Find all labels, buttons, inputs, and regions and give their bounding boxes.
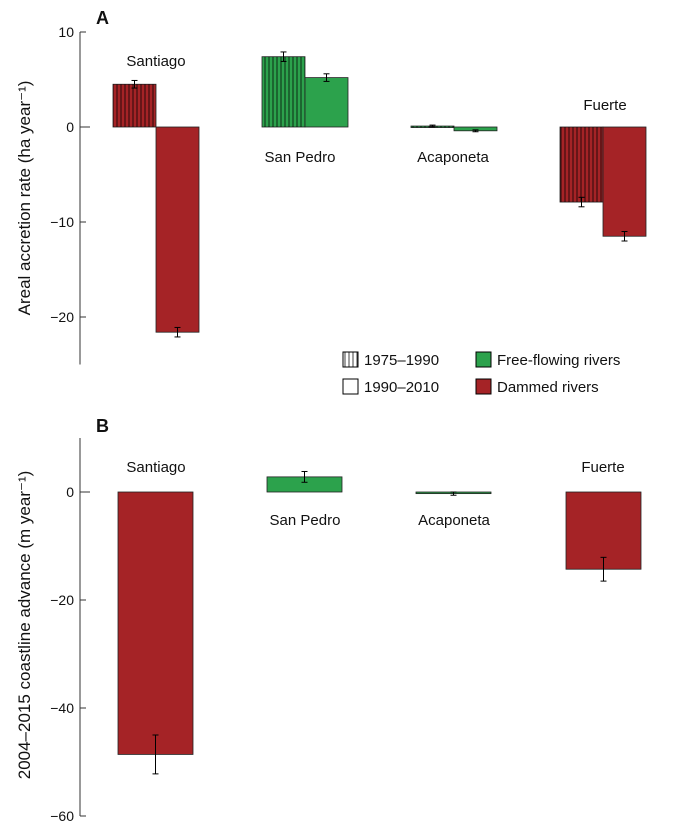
panel-a-category-labels: Santiago San Pedro Acaponeta Fuerte (126, 53, 626, 166)
panel-b-y-axis-label: 2004–2015 coastline advance (m year⁻¹) (15, 471, 34, 780)
panel-a-y-axis: 10 0 −10 −20 (50, 24, 90, 365)
bar-a-3-period-1-hatch (560, 127, 603, 203)
panel-b: B 0 −20 −40 −60 Santiago San Pedro Acaponeta F… (15, 416, 642, 824)
y-tick-label: 0 (66, 119, 74, 135)
legend-swatch-period-2 (342, 378, 359, 395)
category-label-3: Fuerte (583, 97, 626, 114)
legend-swatch-free-flowing (475, 351, 492, 368)
bar-a-1-period-1-hatch (262, 56, 305, 128)
category-label-1: San Pedro (270, 512, 341, 529)
legend-label-period-1: 1975–1990 (364, 352, 439, 369)
legend-label-period-2: 1990–2010 (364, 379, 439, 396)
legend-swatch-dammed (475, 378, 492, 395)
panel-b-y-axis: 0 −20 −40 −60 (50, 438, 90, 824)
y-tick-label: −60 (50, 808, 74, 824)
panel-a: A 10 0 −10 −20 Santiago San Pedro Acaponeta Fu… (15, 8, 647, 396)
category-label-0: Santiago (126, 53, 185, 70)
panel-a-bars (112, 51, 647, 338)
category-label-1: San Pedro (265, 149, 336, 166)
bar-a-0-period-1-hatch (113, 84, 156, 127)
y-tick-label: −20 (50, 592, 74, 608)
category-label-2: Acaponeta (418, 512, 490, 529)
bar-a-3-period-2 (602, 126, 647, 237)
panel-b-category-labels: Santiago San Pedro Acaponeta Fuerte (126, 459, 624, 529)
category-label-0: Santiago (126, 459, 185, 476)
y-tick-label: −20 (50, 309, 74, 325)
y-tick-label: 10 (58, 24, 74, 40)
y-tick-label: −40 (50, 700, 74, 716)
panel-a-label: A (96, 8, 109, 28)
bar-b-0 (117, 491, 194, 755)
legend-label-free-flowing: Free-flowing rivers (497, 352, 620, 369)
legend-swatch-period-1 (342, 351, 359, 368)
y-tick-label: 0 (66, 484, 74, 500)
bar-a-0-period-2 (155, 126, 200, 333)
bar-a-1-period-2 (304, 77, 349, 128)
bar-b-3 (565, 491, 642, 570)
legend: 1975–1990 1990–2010 Free-flowing rivers … (342, 351, 620, 396)
category-label-3: Fuerte (581, 459, 624, 476)
y-tick-label: −10 (50, 214, 74, 230)
panel-b-bars (117, 470, 642, 775)
category-label-2: Acaponeta (417, 149, 489, 166)
legend-label-dammed: Dammed rivers (497, 379, 599, 396)
panel-a-y-axis-label: Areal accretion rate (ha year⁻¹) (15, 81, 34, 316)
panel-b-label: B (96, 416, 109, 436)
